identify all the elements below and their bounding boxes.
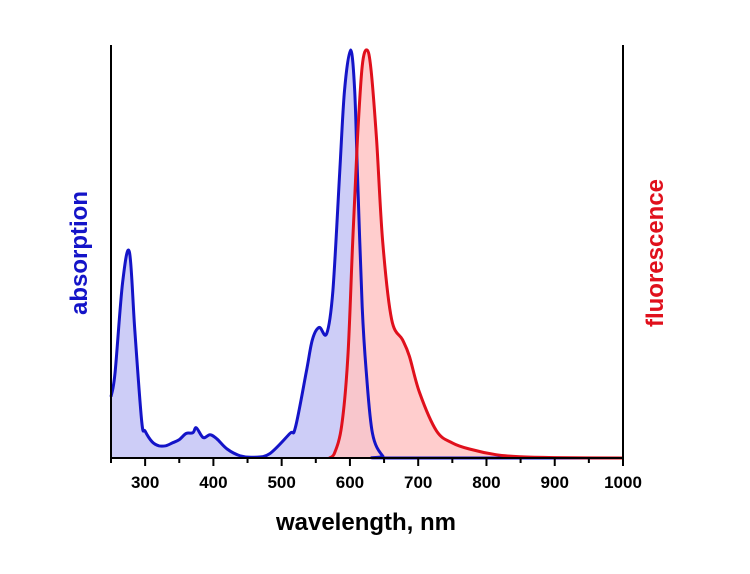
- y-axis-label-right: fluorescence: [642, 179, 669, 327]
- x-tick-label: 600: [336, 473, 364, 492]
- fluorescence-area: [329, 49, 623, 458]
- y-axis-label-left: absorption: [66, 191, 93, 315]
- x-tick-label: 300: [131, 473, 159, 492]
- x-tick-label: 800: [472, 473, 500, 492]
- fluorescence-line: [328, 48, 624, 460]
- x-tick-label: 900: [541, 473, 569, 492]
- x-tick-label: 400: [199, 473, 227, 492]
- x-tick-label: 500: [267, 473, 295, 492]
- x-axis-label: wavelength, nm: [275, 509, 456, 536]
- x-tick-label: 700: [404, 473, 432, 492]
- x-tick-label: 1000: [604, 473, 642, 492]
